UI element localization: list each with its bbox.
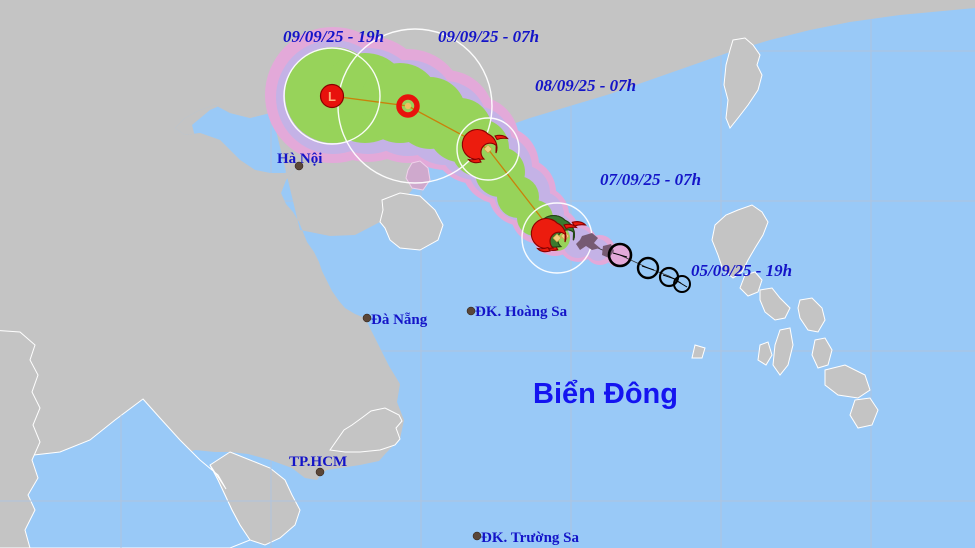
- svg-text:08/09/25 - 07h: 08/09/25 - 07h: [535, 76, 636, 95]
- svg-text:TP.HCM: TP.HCM: [289, 454, 347, 470]
- svg-text:ĐK. Hoàng Sa: ĐK. Hoàng Sa: [475, 304, 568, 320]
- svg-text:07/09/25 - 07h: 07/09/25 - 07h: [600, 170, 701, 189]
- svg-text:L: L: [328, 89, 336, 104]
- svg-text:Đà Nẵng: Đà Nẵng: [371, 312, 428, 328]
- svg-text:09/09/25 - 07h: 09/09/25 - 07h: [438, 27, 539, 46]
- svg-text:Biển Đông: Biển Đông: [533, 378, 678, 410]
- svg-text:ĐK. Trường Sa: ĐK. Trường Sa: [481, 530, 580, 546]
- svg-text:05/09/25 - 19h: 05/09/25 - 19h: [691, 261, 792, 280]
- svg-text:09/09/25 - 19h: 09/09/25 - 19h: [283, 27, 384, 46]
